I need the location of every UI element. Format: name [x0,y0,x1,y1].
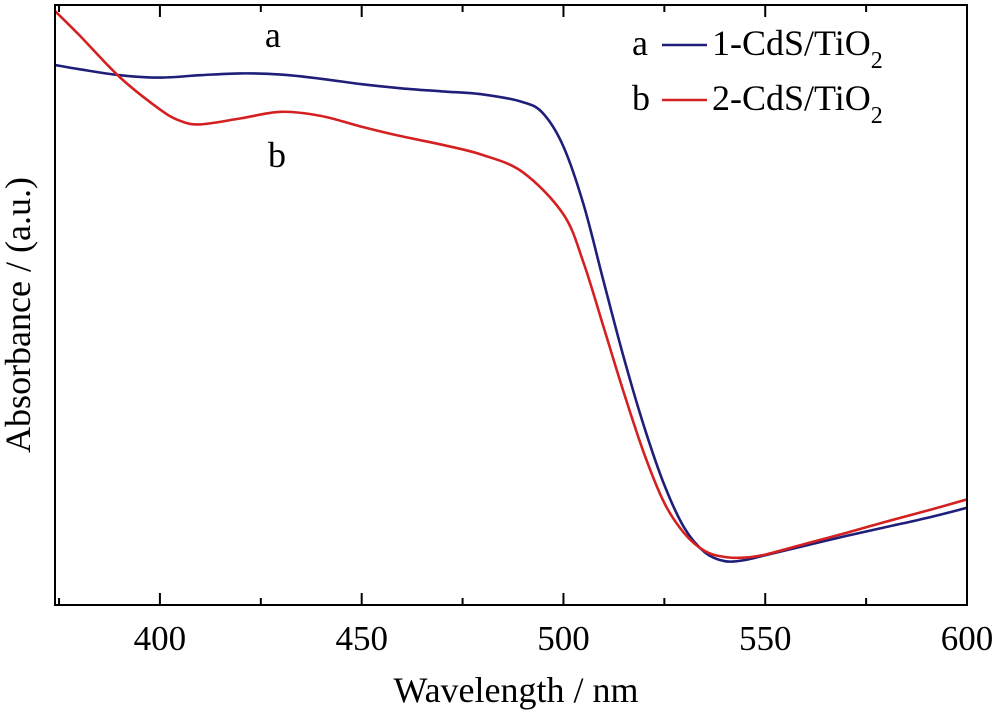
x-tick-label: 450 [335,619,388,658]
legend: a 1-CdS/TiO2 b 2-CdS/TiO2 [632,23,883,129]
x-axis-label: Wavelength / nm [393,670,638,710]
x-tick-label: 550 [739,619,792,658]
x-tick-label: 500 [537,619,590,658]
legend-prefix: a [632,23,648,63]
curve-label-b: b [268,135,286,175]
legend-item-1: a 1-CdS/TiO2 [632,23,883,74]
legend-item-2: b 2-CdS/TiO2 [632,78,883,129]
axis-labels: Wavelength / nm Absorbance / (a.u.) [0,177,639,710]
x-tick-label: 600 [941,619,994,658]
y-axis-label: Absorbance / (a.u.) [0,177,38,453]
legend-prefix: b [632,78,650,118]
series-lines [55,9,967,564]
series-line-2 [55,9,967,560]
legend-label: 1-CdS/TiO2 [712,23,883,74]
plot-frame [54,4,968,606]
axes: 400 450 500 550 600 [54,4,994,658]
legend-label: 2-CdS/TiO2 [712,78,883,129]
x-tick-label: 400 [134,619,187,658]
plot-area: ab [55,9,967,564]
series-line-1 [55,63,967,564]
curve-label-a: a [265,15,281,55]
